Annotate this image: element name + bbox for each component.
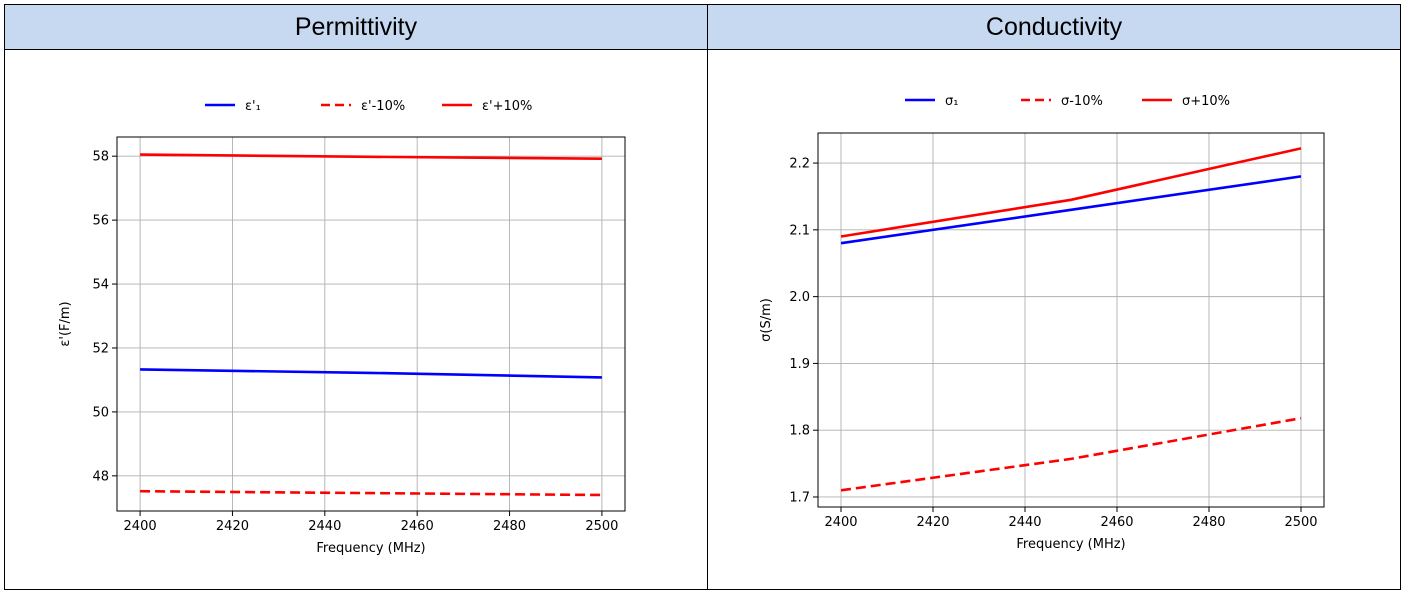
x-tick-label: 2480 bbox=[1192, 515, 1225, 530]
conductivity-header: Conductivity bbox=[708, 5, 1400, 50]
plot-frame bbox=[817, 132, 1325, 508]
y-tick-label: 58 bbox=[92, 150, 109, 165]
x-tick-label: 2420 bbox=[216, 519, 249, 534]
y-tick-label: 1.7 bbox=[789, 490, 810, 505]
legend-label-2: σ+10% bbox=[1182, 94, 1230, 109]
x-axis-label: Frequency (MHz) bbox=[316, 541, 425, 556]
series-line-2 bbox=[140, 153, 602, 160]
legend: σ₁ σ-10% σ+10% bbox=[905, 94, 1230, 109]
x-tick-label: 2400 bbox=[824, 515, 857, 530]
series-line-0 bbox=[840, 175, 1302, 245]
permittivity-cell: Permittivity 2400 2420 2440 2460 2480 2500 48 5… bbox=[5, 5, 708, 589]
x-axis-label: Frequency (MHz) bbox=[1016, 537, 1125, 552]
x-tick-label: 2460 bbox=[401, 519, 434, 534]
x-tick-label: 2440 bbox=[1008, 515, 1041, 530]
legend-label-1: σ-10% bbox=[1061, 94, 1103, 109]
y-tick-label: 54 bbox=[92, 278, 109, 293]
y-tick-label: 48 bbox=[92, 469, 109, 484]
series-line-2 bbox=[840, 147, 1302, 238]
series-line-1 bbox=[840, 416, 1302, 492]
y-axis-label: σ(S/m) bbox=[759, 298, 774, 342]
permittivity-chart: 2400 2420 2440 2460 2480 2500 48 50 52 54 56 58 Freq… bbox=[58, 99, 626, 556]
plot-frame bbox=[116, 136, 626, 512]
x-tick-label: 2440 bbox=[308, 519, 341, 534]
y-axis-label: ε'(F/m) bbox=[58, 301, 73, 346]
legend-label-2: ε'+10% bbox=[482, 99, 532, 114]
x-tick-label: 2500 bbox=[1284, 515, 1317, 530]
permittivity-header: Permittivity bbox=[5, 5, 707, 50]
x-tick-label: 2460 bbox=[1100, 515, 1133, 530]
y-tick-label: 1.8 bbox=[789, 424, 810, 439]
y-tick-label: 52 bbox=[92, 341, 109, 356]
y-tick-label: 2.2 bbox=[789, 157, 810, 172]
series-line-0 bbox=[140, 368, 602, 379]
legend-label-0: σ₁ bbox=[945, 94, 958, 109]
y-tick-label: 50 bbox=[92, 405, 109, 420]
legend-label-1: ε'-10% bbox=[361, 99, 405, 114]
y-tick-label: 2.1 bbox=[789, 223, 810, 238]
legend: ε'₁ ε'-10% ε'+10% bbox=[205, 99, 532, 114]
x-tick-label: 2500 bbox=[585, 519, 618, 534]
y-tick-label: 2.0 bbox=[789, 290, 810, 305]
series-line-1 bbox=[140, 489, 602, 497]
legend-label-0: ε'₁ bbox=[245, 99, 261, 114]
x-tick-label: 2400 bbox=[124, 519, 157, 534]
conductivity-cell: Conductivity 2400 2420 2440 2460 2480 2500 1.7… bbox=[708, 5, 1400, 589]
x-tick-label: 2480 bbox=[493, 519, 526, 534]
figure-table: Permittivity 2400 2420 2440 2460 2480 2500 48 5… bbox=[4, 4, 1401, 590]
x-tick-label: 2420 bbox=[916, 515, 949, 530]
y-tick-label: 56 bbox=[92, 214, 109, 229]
conductivity-chart: 2400 2420 2440 2460 2480 2500 1.7 1.8 1.9 2.0 2.1 2… bbox=[759, 94, 1325, 552]
y-tick-label: 1.9 bbox=[789, 357, 810, 372]
